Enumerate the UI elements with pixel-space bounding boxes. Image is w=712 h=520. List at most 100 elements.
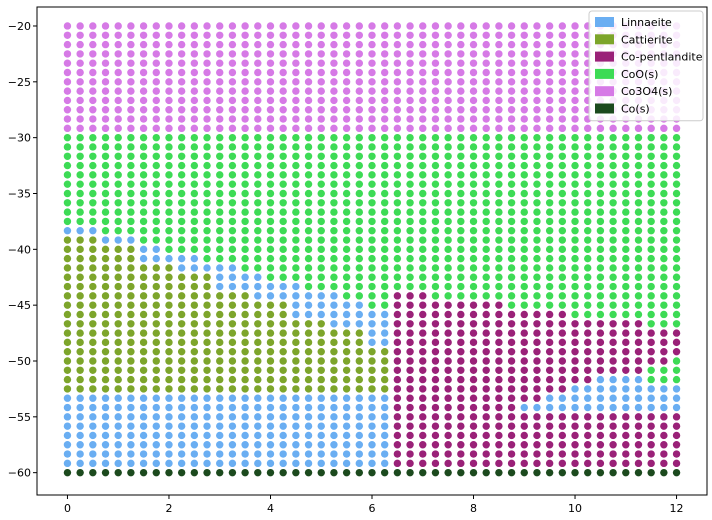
point-co3o4-s- (368, 78, 376, 86)
point-co-pentlandite (507, 329, 516, 337)
x-tick-label: 10 (568, 502, 582, 515)
point-linnaeite (216, 413, 224, 421)
point-co3o4-s- (330, 59, 338, 67)
point-coo-s- (596, 152, 605, 160)
point-co-pentlandite (393, 329, 402, 337)
point-co-pentlandite (545, 320, 554, 328)
point-coo-s- (330, 171, 338, 179)
point-coo-s- (368, 245, 376, 254)
point-co-s- (114, 468, 122, 477)
point-coo-s- (507, 199, 516, 207)
point-coo-s- (431, 227, 440, 235)
point-co3o4-s- (317, 106, 325, 114)
point-coo-s- (216, 217, 224, 226)
point-coo-s- (216, 180, 224, 188)
point-coo-s- (292, 254, 300, 263)
point-co-s- (622, 468, 630, 477)
point-co-pentlandite (469, 357, 478, 365)
point-co3o4-s- (63, 106, 72, 114)
point-co-pentlandite (647, 459, 655, 468)
point-co-pentlandite (507, 394, 516, 402)
point-co3o4-s- (355, 22, 364, 30)
point-coo-s- (507, 133, 516, 142)
point-co3o4-s- (368, 68, 376, 77)
point-co-pentlandite (507, 310, 516, 319)
point-coo-s- (672, 273, 681, 281)
point-coo-s- (304, 273, 313, 281)
point-co3o4-s- (571, 106, 579, 114)
point-cattierite (114, 357, 122, 365)
point-coo-s- (101, 180, 110, 188)
point-coo-s- (520, 171, 528, 179)
point-co3o4-s- (393, 124, 402, 133)
point-co-pentlandite (634, 366, 643, 374)
point-co3o4-s- (304, 22, 313, 30)
point-cattierite (216, 310, 224, 319)
point-cattierite (317, 338, 325, 347)
point-linnaeite (203, 450, 211, 458)
point-co-pentlandite (406, 403, 414, 412)
point-coo-s- (571, 180, 579, 188)
point-coo-s- (482, 227, 490, 235)
point-co-pentlandite (406, 394, 414, 402)
point-coo-s- (304, 254, 313, 263)
point-linnaeite (127, 441, 135, 449)
point-coo-s- (495, 273, 503, 281)
point-co-pentlandite (495, 422, 503, 430)
point-co3o4-s- (152, 31, 160, 39)
point-coo-s- (495, 264, 503, 272)
point-linnaeite (228, 413, 237, 421)
point-cattierite (139, 301, 148, 309)
point-co3o4-s- (431, 78, 440, 86)
point-co-pentlandite (558, 459, 567, 468)
point-co-pentlandite (545, 310, 554, 319)
point-linnaeite (89, 441, 97, 449)
point-coo-s- (406, 143, 414, 151)
point-coo-s- (292, 143, 300, 151)
point-cattierite (216, 338, 224, 347)
x-tick-label: 4 (267, 502, 274, 515)
point-co-pentlandite (584, 338, 592, 347)
point-coo-s- (634, 292, 643, 300)
point-coo-s- (520, 282, 528, 291)
point-cattierite (177, 366, 186, 374)
point-linnaeite (266, 441, 275, 449)
point-cattierite (139, 357, 148, 365)
point-coo-s- (558, 236, 567, 244)
point-co-pentlandite (457, 329, 465, 337)
point-co3o4-s- (444, 68, 452, 77)
point-co-pentlandite (431, 394, 440, 402)
point-co3o4-s- (558, 59, 567, 67)
point-coo-s- (660, 227, 668, 235)
point-linnaeite (165, 403, 173, 412)
point-co3o4-s- (469, 87, 478, 95)
point-cattierite (63, 385, 72, 393)
point-coo-s- (101, 189, 110, 198)
point-coo-s- (101, 217, 110, 226)
point-co-pentlandite (584, 366, 592, 374)
point-co-pentlandite (660, 422, 668, 430)
point-cattierite (342, 385, 351, 393)
point-coo-s- (457, 189, 465, 198)
point-coo-s- (292, 161, 300, 170)
point-co3o4-s- (431, 124, 440, 133)
point-coo-s- (63, 180, 72, 188)
point-coo-s- (647, 171, 655, 179)
legend-box (588, 10, 704, 122)
point-co-s- (304, 468, 313, 477)
point-co-pentlandite (672, 329, 681, 337)
point-linnaeite (571, 394, 579, 402)
point-co3o4-s- (203, 124, 211, 133)
point-linnaeite (380, 431, 389, 440)
point-co-pentlandite (406, 450, 414, 458)
point-co-pentlandite (520, 450, 528, 458)
point-co3o4-s- (241, 96, 249, 105)
point-coo-s- (76, 199, 84, 207)
point-co-pentlandite (393, 413, 402, 421)
point-co3o4-s- (292, 22, 300, 30)
point-co-pentlandite (495, 431, 503, 440)
point-co-pentlandite (558, 385, 567, 393)
point-cattierite (139, 375, 148, 384)
point-coo-s- (241, 264, 249, 272)
point-coo-s- (279, 199, 287, 207)
